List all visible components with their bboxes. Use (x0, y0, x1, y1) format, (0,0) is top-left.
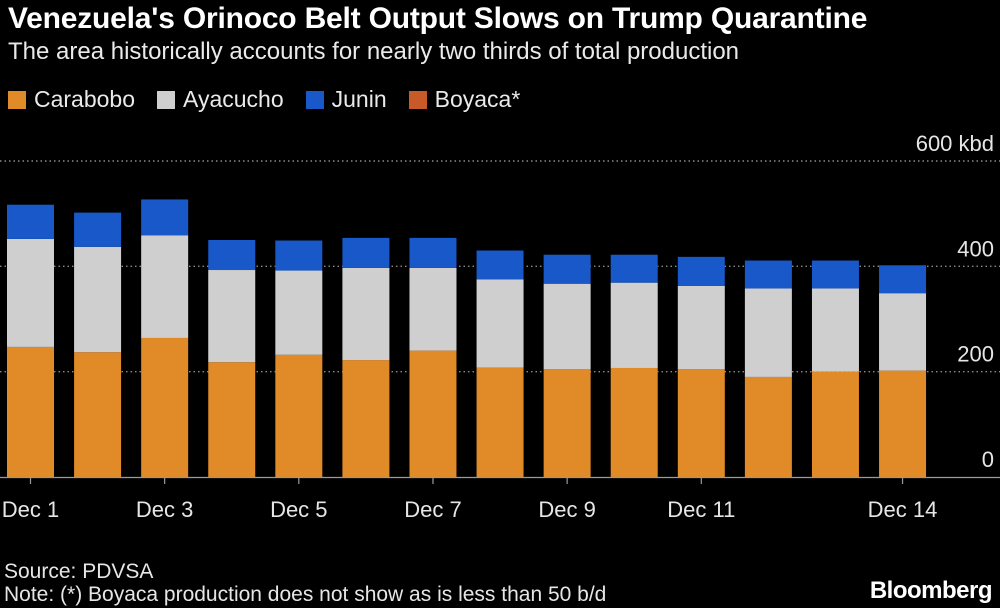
bar-carabobo-dec-4 (208, 362, 256, 477)
bar-junin-dec-2 (74, 212, 122, 247)
y-tick-labels: 0 200 400 600 kbd (916, 131, 994, 472)
bar-ayacucho-dec-4 (208, 270, 256, 363)
bar-ayacucho-dec-5 (275, 270, 323, 355)
bar-carabobo-dec-14 (879, 370, 927, 477)
legend: Carabobo Ayacucho Junin Boyaca* (8, 86, 542, 113)
bar-ayacucho-dec-1 (7, 238, 54, 347)
legend-swatch-boyaca (408, 90, 427, 109)
x-tick-label-dec-11: Dec 11 (667, 497, 735, 522)
y-tick-label-400: 400 (957, 236, 994, 261)
legend-label-carabobo: Carabobo (34, 86, 136, 112)
bar-ayacucho-dec-9 (543, 283, 591, 370)
bar-junin-dec-7 (409, 237, 457, 268)
chart-title: Venezuela's Orinoco Belt Output Slows on… (8, 2, 868, 35)
legend-label-ayacucho: Ayacucho (183, 86, 284, 112)
legend-swatch-ayacucho (157, 90, 176, 109)
bar-carabobo-dec-13 (811, 371, 859, 477)
bar-junin-dec-4 (208, 240, 256, 271)
bar-ayacucho-dec-2 (74, 246, 122, 353)
bloomberg-logo: Bloomberg (869, 577, 993, 604)
bar-carabobo-dec-7 (409, 350, 457, 477)
bar-ayacucho-dec-13 (811, 288, 859, 372)
bar-junin-dec-10 (610, 254, 658, 283)
bar-carabobo-dec-12 (744, 376, 792, 477)
legend-swatch-junin (305, 90, 324, 109)
bar-junin-dec-1 (7, 204, 54, 239)
bar-ayacucho-dec-3 (141, 235, 189, 338)
bar-carabobo-dec-2 (74, 352, 122, 477)
legend-label-boyaca: Boyaca* (434, 86, 521, 112)
bar-carabobo-dec-10 (610, 367, 658, 477)
x-tick-label-dec-9: Dec 9 (538, 497, 595, 522)
bar-ayacucho-dec-12 (744, 288, 792, 377)
bar-junin-dec-13 (811, 260, 859, 289)
source-note: Source: PDVSA (4, 560, 154, 583)
bar-ayacucho-dec-6 (342, 267, 390, 361)
footnote: Note: (*) Boyaca production does not sho… (4, 583, 607, 606)
bar-junin-dec-6 (342, 237, 390, 268)
bar-junin-dec-5 (275, 240, 323, 271)
legend-item-ayacucho: Ayacucho (157, 86, 284, 113)
bar-junin-dec-8 (476, 250, 524, 280)
bar-carabobo-dec-3 (141, 337, 189, 477)
x-tick-label-dec-1: Dec 1 (2, 497, 59, 522)
x-tick-label-dec-14: Dec 14 (868, 497, 938, 522)
bars (7, 199, 927, 477)
bar-junin-dec-11 (677, 256, 725, 286)
bar-carabobo-dec-1 (7, 346, 54, 477)
x-tick-label-dec-3: Dec 3 (136, 497, 193, 522)
bar-junin-dec-9 (543, 254, 591, 284)
legend-label-junin: Junin (331, 86, 387, 112)
bar-carabobo-dec-5 (275, 354, 323, 477)
legend-swatch-carabobo (8, 90, 26, 109)
bar-ayacucho-dec-10 (610, 282, 658, 368)
bar-carabobo-dec-8 (476, 367, 524, 477)
bar-ayacucho-dec-14 (879, 293, 927, 371)
bar-ayacucho-dec-8 (476, 279, 524, 368)
bar-ayacucho-dec-11 (677, 285, 725, 370)
y-tick-label-200: 200 (957, 342, 994, 367)
legend-item-boyaca: Boyaca* (408, 86, 521, 113)
legend-item-carabobo: Carabobo (8, 86, 135, 113)
bar-carabobo-dec-6 (342, 360, 390, 477)
bar-junin-dec-12 (744, 260, 792, 289)
bar-junin-dec-14 (879, 265, 927, 294)
stacked-bar-chart: 0 200 400 600 kbd Dec 1 Dec 3 Dec 5 Dec 7 Dec 9… (0, 131, 1000, 522)
bar-ayacucho-dec-7 (409, 267, 457, 351)
y-tick-label-0: 0 (982, 447, 994, 472)
bar-carabobo-dec-11 (677, 369, 725, 477)
x-tick-label-dec-5: Dec 5 (270, 497, 327, 522)
legend-item-junin: Junin (305, 86, 387, 113)
y-tick-label-600: 600 kbd (916, 131, 994, 156)
chart-subtitle: The area historically accounts for nearl… (8, 38, 740, 65)
bar-carabobo-dec-9 (543, 369, 591, 477)
bar-junin-dec-3 (141, 199, 189, 236)
x-tick-label-dec-7: Dec 7 (404, 497, 461, 522)
x-ticks: Dec 1 Dec 3 Dec 5 Dec 7 Dec 9 Dec 11 Dec 14 (2, 477, 938, 522)
